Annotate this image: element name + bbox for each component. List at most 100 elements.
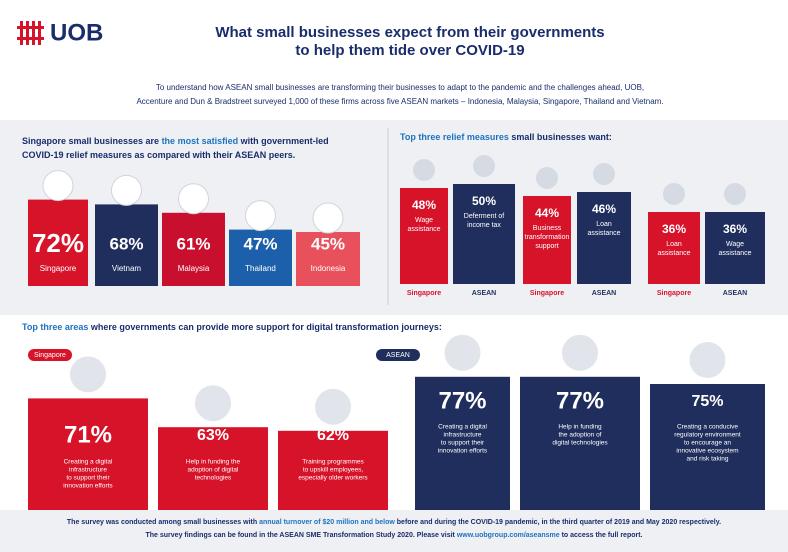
bar-desc: Deferment of	[464, 213, 505, 220]
icon	[444, 334, 481, 371]
footer-line-part: The survey was conducted among small bus…	[67, 519, 259, 526]
bar-desc: technologies	[195, 475, 232, 482]
bar-desc: Training programmes	[302, 459, 364, 466]
satisfaction-heading-part: the most satisfied	[162, 136, 239, 146]
digital-bar	[28, 398, 148, 510]
bar-desc: to encourage an	[684, 440, 731, 447]
relief-heading: Top three relief measures small business…	[400, 132, 612, 142]
digital-heading-part: Top three areas	[22, 322, 88, 332]
bar-desc: to support their	[66, 475, 110, 482]
satisfaction-heading: Singapore small businesses are the most …	[22, 136, 329, 146]
icon	[413, 159, 435, 181]
market-label: ASEAN	[592, 290, 617, 297]
bar-desc: regulatory environment	[674, 432, 741, 439]
group-tag	[376, 349, 420, 361]
icon	[70, 356, 106, 393]
bar-name: Thailand	[245, 264, 276, 273]
bar-desc: Help in funding the	[186, 459, 241, 466]
icon	[562, 334, 598, 371]
bar-desc: and risk taking	[687, 456, 729, 463]
bar-value: 50%	[472, 194, 496, 208]
bar-desc: adoption of digital	[188, 467, 240, 474]
intro: To understand how ASEAN small businesses…	[156, 83, 644, 92]
bar-desc: Wage	[415, 217, 433, 224]
bar-name: Singapore	[40, 264, 77, 273]
icon	[663, 183, 685, 205]
relief-bar	[400, 188, 448, 284]
satisfaction-heading-part: with government-led	[238, 136, 329, 146]
bar-value: 75%	[691, 393, 723, 410]
title: to help them tide over COVID-19	[295, 42, 524, 59]
footer-panel	[0, 510, 788, 552]
digital-heading-part: where governments can provide more suppo…	[88, 322, 442, 332]
bar-value: 71%	[64, 421, 112, 448]
satisfaction-bar	[162, 212, 225, 286]
bar-value: 62%	[317, 427, 349, 444]
icon	[315, 388, 351, 425]
footer-line-part: before and during the COVID-19 pandemic,…	[395, 519, 721, 526]
bar-desc: Loan	[666, 241, 682, 248]
bar-desc: Loan	[596, 221, 612, 228]
icon	[536, 167, 558, 189]
group-tag-label: ASEAN	[386, 352, 410, 359]
digital-bar	[520, 376, 640, 510]
bar-desc: Creating a digital	[438, 424, 487, 431]
bar-value: 36%	[662, 222, 686, 236]
market-label: Singapore	[657, 290, 691, 297]
market-label: Singapore	[530, 290, 564, 297]
logo: UOB	[50, 19, 103, 46]
bar-desc: assistance	[587, 230, 620, 237]
icon	[689, 342, 726, 378]
icon	[473, 155, 495, 177]
bar-desc: assistance	[657, 250, 690, 257]
footer-line: The survey findings can be found in the …	[146, 532, 643, 539]
relief-bar	[453, 184, 515, 284]
bar-desc: Creating a conducive	[677, 424, 738, 431]
flag	[245, 200, 276, 232]
logo-mark	[17, 21, 44, 45]
bar-value: 63%	[197, 427, 229, 444]
bar-value: 77%	[556, 387, 604, 414]
bar-value: 46%	[592, 202, 616, 216]
digital-bar	[415, 376, 510, 510]
relief-heading-part: Top three relief measures	[400, 132, 509, 142]
bar-value: 45%	[311, 234, 345, 253]
relief-bar	[577, 192, 631, 284]
intro: Accenture and Dun & Bradstreet surveyed …	[136, 97, 663, 106]
bar-value: 77%	[438, 387, 486, 414]
bar-name: Malaysia	[178, 264, 210, 273]
flag	[178, 183, 209, 215]
relief-bar	[523, 196, 571, 284]
icon	[724, 183, 746, 205]
bar-value: 47%	[243, 234, 277, 253]
bar-desc: innovation efforts	[438, 448, 488, 455]
satisfaction-heading-part: COVID-19 relief measures as compared wit…	[22, 150, 295, 160]
bar-desc: assistance	[718, 250, 751, 257]
digital-bar	[158, 427, 268, 510]
bar-desc: Help in funding	[558, 424, 602, 431]
bar-desc: to upskill employees,	[303, 467, 364, 474]
market-label: Singapore	[407, 290, 441, 297]
bar-name: Vietnam	[112, 264, 142, 273]
bar-desc: especially older workers	[298, 475, 368, 482]
bar-desc: infrastructure	[444, 432, 482, 439]
bar-desc: income tax	[467, 222, 501, 229]
footer-line-part: www.uobgroup.com/aseansme	[456, 532, 560, 539]
footer-line-part: annual turnover of $20 million and below	[259, 519, 395, 526]
market-label: ASEAN	[723, 290, 748, 297]
bar-value: 48%	[412, 198, 436, 212]
bar-desc: transformation	[525, 234, 570, 241]
satisfaction-heading-part: Singapore small businesses are	[22, 136, 162, 146]
bar-desc: the adoption of	[558, 432, 601, 439]
satisfaction-bar	[296, 232, 360, 286]
bar-desc: Wage	[726, 241, 744, 248]
bar-desc: infrastructure	[69, 467, 107, 474]
digital-bar	[650, 384, 765, 510]
bar-desc: Creating a digital	[64, 459, 113, 466]
bar-desc: innovative ecosystem	[676, 448, 738, 455]
market-label: ASEAN	[472, 290, 497, 297]
footer-line-part: The survey findings can be found in the …	[146, 532, 457, 539]
bar-name: Indonesia	[311, 264, 346, 273]
icon	[195, 385, 231, 422]
